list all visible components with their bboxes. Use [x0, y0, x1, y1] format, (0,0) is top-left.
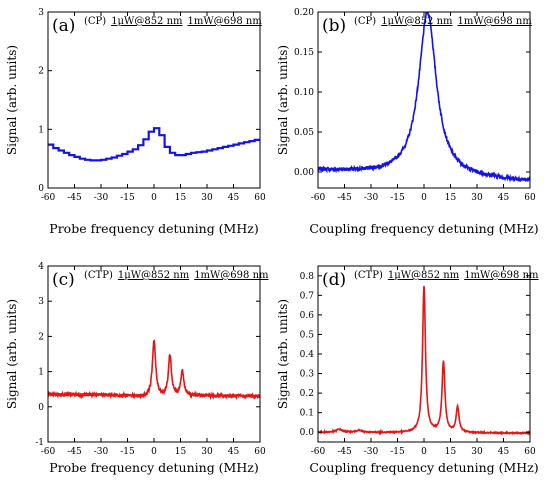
- x-tick-label: 60: [254, 447, 266, 457]
- x-tick-label: -45: [67, 447, 82, 457]
- panel-label: (c): [52, 270, 75, 290]
- x-tick-label: 15: [175, 193, 187, 203]
- x-tick-label: 45: [498, 447, 510, 457]
- x-tick-label: -60: [41, 447, 56, 457]
- x-tick-label: -15: [390, 447, 405, 457]
- x-tick-label: -30: [94, 193, 109, 203]
- y-tick-label: 0.8: [300, 272, 315, 282]
- plot-frame: [47, 11, 261, 189]
- x-tick-label: 15: [175, 447, 187, 457]
- mode-label: (CTP): [84, 270, 113, 281]
- chart-panel-b: -60 -45 -30 -15 0 15 30 45 60 0.00 0.05 0.10 0.15 0.2…: [276, 8, 539, 236]
- y-axis-label: Signal (arb. units): [276, 45, 290, 155]
- x-tick-label: 45: [228, 447, 240, 457]
- x-tick-label: 0: [421, 447, 427, 457]
- x-tick-label: 0: [151, 447, 157, 457]
- y-tick-label: 1: [38, 125, 44, 135]
- panel-label: (a): [52, 16, 75, 36]
- chart-panel-d: -60 -45 -30 -15 0 15 30 45 60 0.0 0.1 0.2 0.3 0.4 0.5 0…: [276, 265, 539, 475]
- y-tick-label: 0.7: [300, 291, 315, 301]
- mode-label: (CP): [84, 16, 106, 27]
- x-tick-label: -45: [337, 193, 352, 203]
- y-tick-label: 0.1: [300, 409, 314, 419]
- y-tick-label: 2: [38, 332, 44, 342]
- x-tick-label: -15: [390, 193, 405, 203]
- y-tick-label: 0.5: [300, 330, 315, 340]
- panel-label: (b): [322, 16, 346, 36]
- y-axis-label: Signal (arb. units): [276, 299, 290, 409]
- y-tick-label: 0: [38, 184, 44, 194]
- y-tick-label: 3: [38, 297, 44, 307]
- y-tick-label: 0.3: [300, 370, 315, 380]
- x-tick-label: 60: [254, 193, 266, 203]
- x-axis-label: Coupling frequency detuning (MHz): [309, 460, 538, 475]
- y-tick-label: 0.00: [294, 168, 314, 178]
- y-tick-label: 0.15: [294, 48, 314, 58]
- x-tick-label: -15: [120, 447, 135, 457]
- x-tick-label: -30: [364, 193, 379, 203]
- x-tick-label: -30: [94, 447, 109, 457]
- chart-panel-a: -60 -45 -30 -15 0 15 30 45 60 0 1 2 3 Probe frequency…: [5, 8, 266, 236]
- y-tick-label: 4: [38, 262, 44, 272]
- plot-frame: [47, 265, 261, 443]
- x-tick-label: 30: [471, 447, 483, 457]
- x-tick-label: 60: [524, 447, 536, 457]
- condition-698: 1mW@698 nm: [188, 16, 263, 27]
- y-tick-label: 0.0: [300, 428, 315, 438]
- condition-852: 1μW@852 nm: [118, 270, 190, 281]
- y-tick-label: 0.4: [300, 350, 315, 360]
- x-tick-label: -60: [311, 447, 326, 457]
- x-tick-label: -45: [67, 193, 82, 203]
- series-line-b: [318, 12, 530, 183]
- y-tick-label: 0.2: [300, 389, 314, 399]
- x-tick-label: 30: [201, 447, 213, 457]
- condition-852: 1μW@852 nm: [111, 16, 183, 27]
- x-tick-label: -30: [364, 447, 379, 457]
- y-axis-label: Signal (arb. units): [5, 45, 19, 155]
- condition-852: 1μW@852 nm: [388, 270, 460, 281]
- x-tick-label: 45: [498, 193, 510, 203]
- y-tick-label: 0: [38, 403, 44, 413]
- x-tick-label: -60: [41, 193, 56, 203]
- x-tick-label: 0: [151, 193, 157, 203]
- mode-label: (CP): [354, 16, 376, 27]
- mode-label: (CTP): [354, 270, 383, 281]
- y-tick-label: 0.6: [300, 311, 315, 321]
- x-tick-label: 0: [421, 193, 427, 203]
- x-axis-label: Coupling frequency detuning (MHz): [309, 221, 538, 236]
- y-tick-label: 3: [38, 8, 44, 18]
- x-tick-label: 30: [201, 193, 213, 203]
- plot-frame: [317, 11, 531, 189]
- x-tick-label: 30: [471, 193, 483, 203]
- condition-852: 1μW@852 nm: [381, 16, 453, 27]
- condition-698: 1mW@698 nm: [458, 16, 533, 27]
- x-axis-label: Probe frequency detuning (MHz): [49, 221, 258, 236]
- series-line-d: [318, 285, 530, 436]
- series-line-a: [48, 127, 260, 162]
- series-line-c: [48, 338, 260, 401]
- y-tick-label: 0.05: [294, 128, 314, 138]
- condition-698: 1mW@698 nm: [194, 270, 269, 281]
- y-tick-label: -1: [35, 438, 44, 448]
- chart-panel-c: -60 -45 -30 -15 0 15 30 45 60 -1 0 1 2 3 4 Probe freque…: [5, 262, 269, 475]
- x-tick-label: -15: [120, 193, 135, 203]
- x-tick-label: -45: [337, 447, 352, 457]
- x-tick-label: 15: [445, 447, 457, 457]
- x-tick-label: 60: [524, 193, 536, 203]
- y-tick-label: 0.10: [294, 88, 314, 98]
- x-axis-label: Probe frequency detuning (MHz): [49, 460, 258, 475]
- x-tick-label: 45: [228, 193, 240, 203]
- condition-698: 1mW@698 nm: [464, 270, 539, 281]
- y-tick-label: 0.20: [294, 8, 314, 18]
- panel-label: (d): [322, 270, 346, 290]
- x-tick-label: 15: [445, 193, 457, 203]
- x-tick-label: -60: [311, 193, 326, 203]
- y-axis-label: Signal (arb. units): [5, 299, 19, 409]
- y-tick-label: 2: [38, 67, 44, 77]
- y-tick-label: 1: [38, 368, 44, 378]
